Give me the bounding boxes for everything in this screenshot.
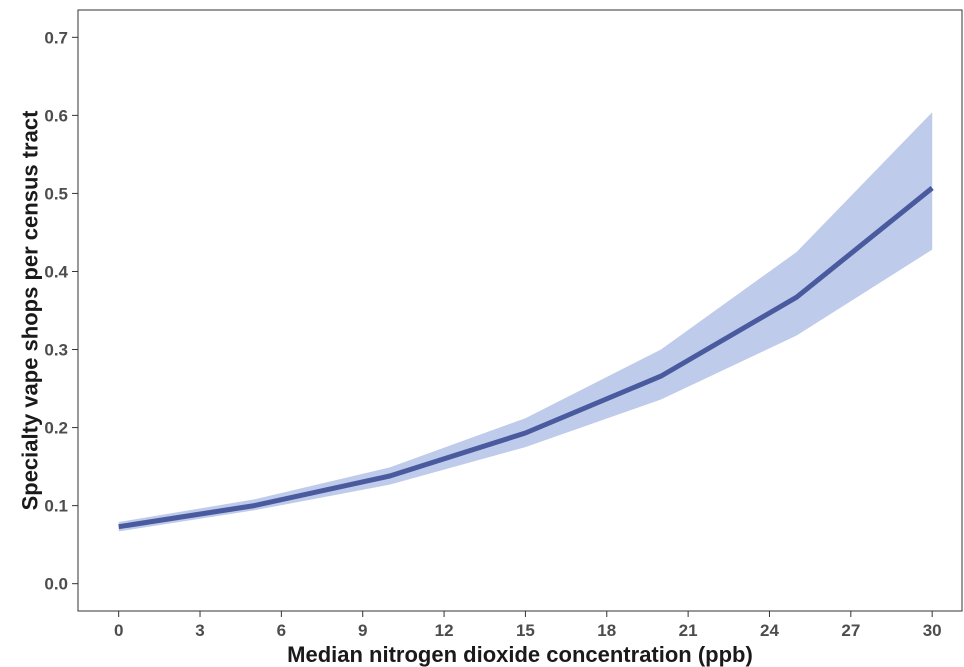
confidence-band <box>118 112 933 532</box>
confidence-band-layer <box>118 112 933 532</box>
x-axis: 0 3 6 9 12 15 18 21 24 27 30 <box>114 611 942 640</box>
x-tick-label: 6 <box>277 621 286 640</box>
x-tick-label: 9 <box>358 621 367 640</box>
x-axis-title: Median nitrogen dioxide concentration (p… <box>287 642 753 667</box>
y-axis: 0.0 0.1 0.2 0.3 0.4 0.5 0.6 0.7 <box>44 28 78 594</box>
y-axis-title: Specialty vape shops per census tract <box>18 110 43 511</box>
y-tick-label: 0.1 <box>44 497 68 516</box>
x-tick-label: 0 <box>114 621 123 640</box>
x-tick-label: 21 <box>679 621 698 640</box>
y-tick-label: 0.3 <box>44 341 68 360</box>
y-tick-label: 0.6 <box>44 106 68 125</box>
plot-area <box>77 9 963 612</box>
y-tick-label: 0.7 <box>44 28 68 47</box>
y-tick-label: 0.4 <box>44 262 68 281</box>
y-tick-label: 0.5 <box>44 184 68 203</box>
x-tick-label: 12 <box>435 621 454 640</box>
x-tick-label: 24 <box>760 621 779 640</box>
x-tick-label: 18 <box>597 621 616 640</box>
x-tick-label: 30 <box>923 621 942 640</box>
y-tick-label: 0.2 <box>44 419 68 438</box>
y-tick-label: 0.0 <box>44 575 68 594</box>
series-line <box>118 186 934 530</box>
x-tick-label: 3 <box>195 621 204 640</box>
x-tick-label: 27 <box>841 621 860 640</box>
line-layer <box>118 186 934 530</box>
x-tick-label: 15 <box>516 621 535 640</box>
